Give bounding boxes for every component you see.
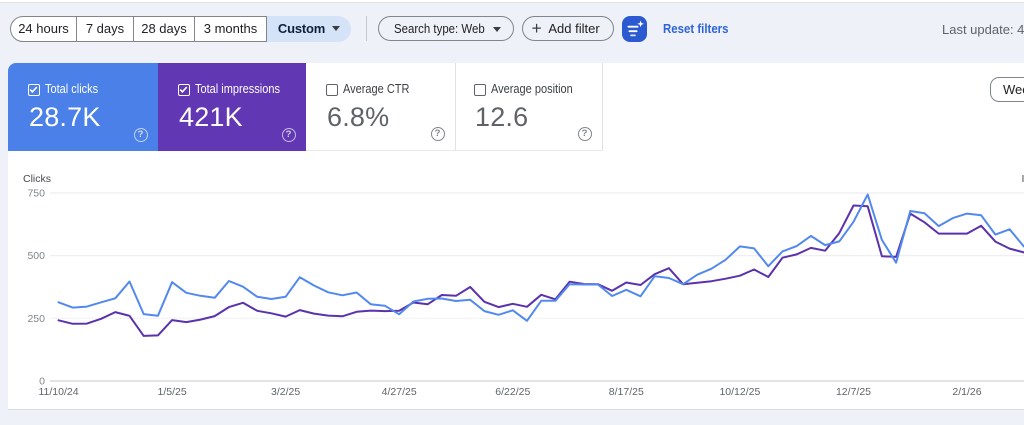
svg-text:Impressions: Impressions	[1022, 173, 1024, 185]
svg-text:1/5/25: 1/5/25	[157, 386, 186, 398]
svg-text:500: 500	[27, 250, 45, 262]
svg-text:3/2/25: 3/2/25	[271, 386, 300, 398]
svg-text:12/7/25: 12/7/25	[836, 386, 871, 398]
svg-text:6/22/25: 6/22/25	[495, 386, 530, 398]
svg-text:0: 0	[39, 376, 45, 388]
svg-text:8/17/25: 8/17/25	[609, 386, 644, 398]
svg-text:4/27/25: 4/27/25	[382, 386, 417, 398]
svg-text:2/1/26: 2/1/26	[952, 386, 981, 398]
svg-text:Clicks: Clicks	[23, 173, 51, 185]
svg-text:10/12/25: 10/12/25	[719, 386, 760, 398]
svg-text:11/10/24: 11/10/24	[38, 386, 78, 398]
svg-text:750: 750	[27, 188, 45, 200]
svg-text:250: 250	[27, 313, 45, 325]
